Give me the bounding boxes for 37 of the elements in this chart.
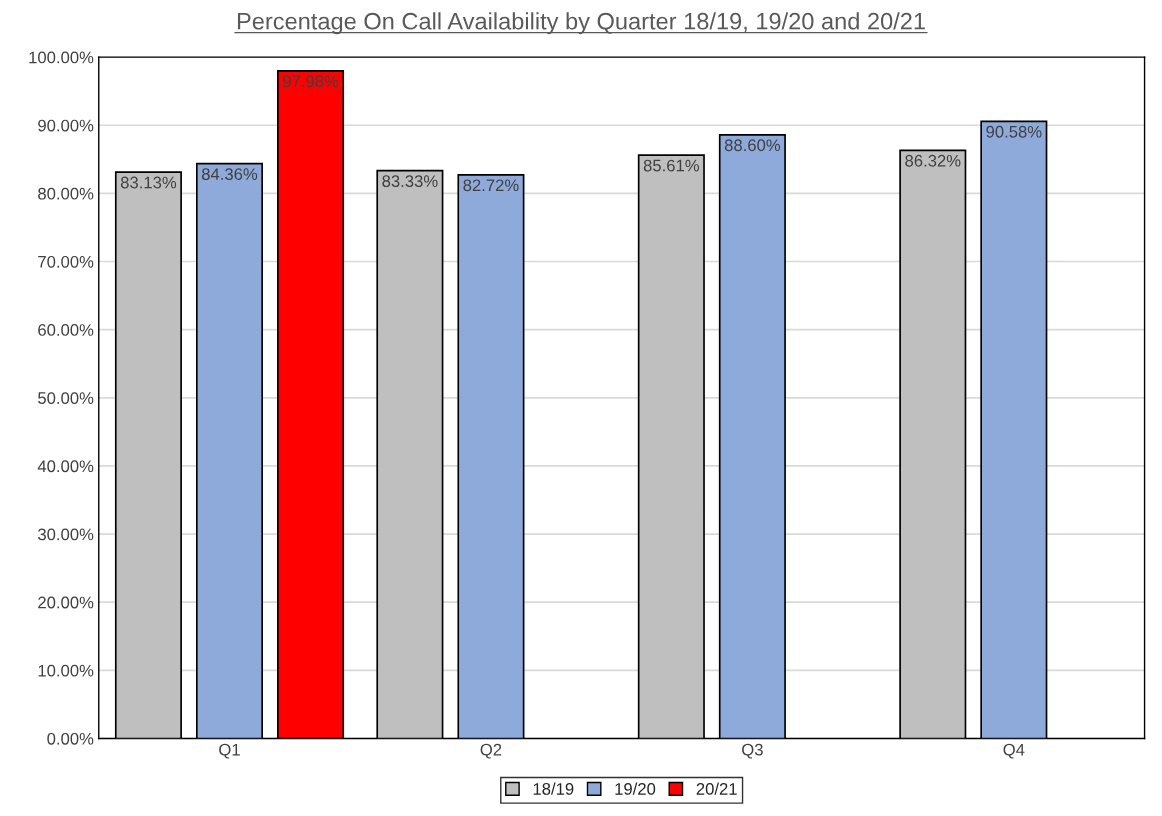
data-label: 85.61%: [643, 159, 700, 172]
data-label: 83.33%: [382, 175, 438, 188]
y-tick-label: 100.00%: [29, 51, 94, 64]
bar: [899, 149, 967, 739]
y-tick-label: 50.00%: [38, 392, 94, 404]
y-tick-label: 90.00%: [38, 119, 94, 132]
bar: [980, 120, 1048, 739]
chart-title: Percentage On Call Availability by Quarter 18/19, 19/20 and 20/21: [237, 12, 925, 35]
y-tick-label: 70.00%: [38, 255, 94, 268]
bar: [114, 171, 182, 739]
x-tick-label: Q4: [1003, 743, 1025, 759]
data-label: 90.58%: [986, 125, 1042, 138]
y-tick-label: 40.00%: [37, 460, 94, 473]
bar: [277, 70, 345, 739]
y-tick-label: 0.00%: [47, 732, 94, 745]
data-label: 83.13%: [120, 176, 177, 189]
bar: [637, 154, 705, 739]
bar: [376, 169, 444, 739]
y-tick-label: 80.00%: [38, 187, 94, 200]
data-label: 97.98%: [283, 75, 339, 88]
x-tick-label: Q2: [480, 743, 502, 759]
y-tick-label: 20.00%: [38, 596, 94, 609]
x-tick-label: Q3: [742, 743, 763, 759]
bar: [718, 133, 786, 739]
y-tick-label: 10.00%: [38, 664, 94, 677]
data-label: 88.60%: [724, 139, 781, 152]
x-tick-label: Q1: [219, 743, 240, 759]
bar: [195, 162, 264, 739]
y-tick-label: 30.00%: [38, 528, 94, 541]
legend-label: 19/20: [615, 782, 656, 795]
y-tick-label: 60.00%: [38, 324, 94, 336]
data-label: 86.32%: [905, 154, 961, 167]
legend-label: 18/19: [533, 782, 574, 795]
legend-label: 20/21: [696, 782, 737, 795]
bar: [457, 174, 525, 739]
data-label: 84.36%: [201, 168, 258, 181]
data-label: 82.72%: [463, 179, 519, 192]
